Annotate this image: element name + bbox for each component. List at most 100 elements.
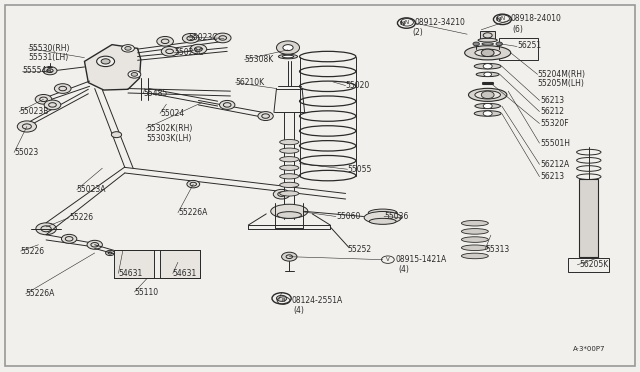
Circle shape [125, 46, 131, 50]
Text: 55531(LH): 55531(LH) [29, 53, 69, 62]
Text: 55530(RH): 55530(RH) [29, 44, 70, 53]
Text: 55485: 55485 [143, 89, 168, 98]
Circle shape [273, 189, 290, 199]
Text: N: N [405, 20, 409, 25]
Ellipse shape [369, 209, 397, 217]
Ellipse shape [278, 54, 298, 59]
Text: 55226: 55226 [20, 247, 45, 256]
Text: 55226: 55226 [69, 213, 93, 222]
Text: N: N [501, 16, 505, 21]
Circle shape [187, 180, 200, 188]
Text: A·3*00P7: A·3*00P7 [573, 346, 605, 352]
Ellipse shape [461, 220, 488, 226]
Text: 55252: 55252 [347, 245, 371, 254]
Text: 08918-24010: 08918-24010 [511, 14, 561, 23]
Text: 55110: 55110 [134, 288, 159, 296]
Circle shape [496, 42, 502, 46]
Text: 55501H: 55501H [541, 139, 571, 148]
Circle shape [483, 33, 492, 38]
Text: 55320F: 55320F [541, 119, 570, 128]
Text: 55302K(RH): 55302K(RH) [146, 124, 192, 133]
Circle shape [87, 240, 102, 249]
Circle shape [282, 252, 297, 261]
Text: 55020: 55020 [346, 81, 370, 90]
Circle shape [182, 33, 199, 43]
Circle shape [483, 64, 492, 69]
Bar [579, 179, 598, 257]
Text: 55024: 55024 [160, 109, 184, 118]
Ellipse shape [461, 245, 488, 251]
Ellipse shape [277, 212, 301, 218]
Text: 55554A: 55554A [22, 66, 52, 75]
Circle shape [122, 45, 134, 52]
Circle shape [161, 46, 178, 56]
Text: 55023: 55023 [14, 148, 38, 157]
Ellipse shape [369, 218, 396, 224]
Text: 54631: 54631 [118, 269, 143, 278]
Bar [480, 31, 495, 39]
Text: 56210K: 56210K [236, 78, 265, 87]
Text: 55205M(LH): 55205M(LH) [538, 79, 584, 88]
Ellipse shape [482, 43, 493, 45]
Ellipse shape [280, 182, 299, 187]
Text: 55303K(LH): 55303K(LH) [146, 134, 191, 143]
Circle shape [481, 49, 494, 57]
Text: (2): (2) [413, 28, 424, 37]
Text: 55060: 55060 [336, 212, 360, 221]
Ellipse shape [465, 46, 511, 60]
Ellipse shape [282, 55, 294, 58]
Circle shape [131, 73, 138, 76]
Bar [499, 38, 538, 60]
Ellipse shape [280, 165, 299, 170]
Ellipse shape [475, 103, 500, 109]
Circle shape [473, 42, 479, 46]
Ellipse shape [461, 253, 488, 259]
Text: 55308K: 55308K [244, 55, 274, 64]
Text: 56212A: 56212A [541, 160, 570, 169]
Circle shape [483, 111, 492, 116]
Text: (6): (6) [512, 25, 523, 33]
Text: V: V [386, 257, 390, 262]
Text: 55023A: 55023A [77, 185, 106, 194]
Ellipse shape [280, 191, 299, 196]
Circle shape [111, 132, 122, 138]
Ellipse shape [280, 174, 299, 179]
Text: 55036: 55036 [384, 212, 408, 221]
Ellipse shape [280, 148, 299, 153]
Circle shape [220, 100, 235, 109]
Circle shape [35, 94, 52, 104]
Text: 55226A: 55226A [26, 289, 55, 298]
Ellipse shape [276, 205, 302, 213]
Ellipse shape [461, 237, 488, 243]
Text: 55226A: 55226A [178, 208, 207, 217]
Text: 56205K: 56205K [579, 260, 609, 269]
Ellipse shape [280, 140, 299, 145]
Text: (4): (4) [398, 265, 409, 274]
Bar [160, 250, 200, 278]
Circle shape [17, 121, 36, 132]
Ellipse shape [364, 211, 401, 224]
Text: 55055: 55055 [348, 165, 372, 174]
Circle shape [190, 44, 207, 54]
Text: 56213: 56213 [541, 96, 565, 105]
Ellipse shape [474, 63, 501, 69]
Text: 55313: 55313 [485, 245, 509, 254]
Circle shape [128, 71, 141, 78]
Ellipse shape [468, 89, 507, 101]
Text: 56251: 56251 [517, 41, 541, 50]
Circle shape [36, 223, 56, 235]
Text: 55023B: 55023B [19, 107, 49, 116]
Text: B: B [282, 298, 285, 303]
Circle shape [61, 234, 77, 243]
Circle shape [481, 91, 494, 99]
Circle shape [483, 103, 492, 109]
Text: 56213: 56213 [541, 172, 565, 181]
Circle shape [106, 250, 115, 256]
Text: 55023C: 55023C [174, 48, 204, 57]
Text: 55204M(RH): 55204M(RH) [538, 70, 586, 79]
Ellipse shape [475, 49, 500, 57]
Circle shape [283, 45, 293, 51]
Circle shape [101, 59, 110, 64]
Ellipse shape [476, 72, 499, 77]
Text: 55023C: 55023C [189, 33, 218, 42]
